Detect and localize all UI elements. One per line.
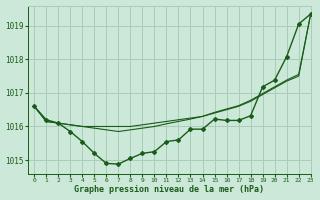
X-axis label: Graphe pression niveau de la mer (hPa): Graphe pression niveau de la mer (hPa) [75, 185, 264, 194]
